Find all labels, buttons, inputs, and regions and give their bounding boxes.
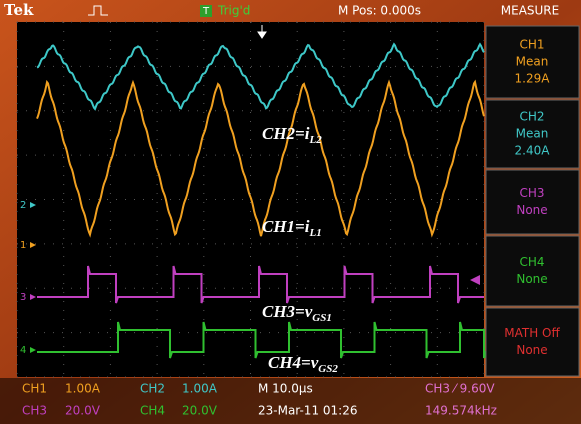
trigger-box-label: T <box>202 6 210 17</box>
footer-text: 1.00A <box>182 382 218 396</box>
measure-label: CH2 <box>519 110 544 124</box>
annotation-sub: L2 <box>308 134 322 146</box>
trigger-status: Trig'd <box>217 4 250 18</box>
footer-text: 20.0V <box>65 404 101 418</box>
footer-text: CH3 <box>22 404 47 418</box>
measure-value: None <box>516 343 547 357</box>
channel-marker: 4 <box>20 345 26 356</box>
annotation-sub: GS1 <box>312 312 332 324</box>
footer-text: 20.0V <box>182 404 218 418</box>
measure-value: None <box>516 203 547 217</box>
measure-value: 1.29A <box>515 72 551 86</box>
measure-box <box>486 308 579 376</box>
page: {"header": {"brand": "Tek", "trigger_box… <box>0 0 581 424</box>
brand: Tek <box>4 1 34 19</box>
footer-text: CH4 <box>140 404 165 418</box>
measure-panel: CH1 Mean 1.29A CH2 Mean 2.40A CH3 None CH4 None MA… <box>486 26 579 376</box>
measure-box <box>486 236 579 306</box>
measure-label: MATH Off <box>504 326 560 340</box>
annotation-main: CH3=v <box>262 302 313 321</box>
measure-value: None <box>516 272 547 286</box>
footer-text: CH1 <box>22 382 47 396</box>
measure-label: CH4 <box>519 255 544 269</box>
footer-text: 149.574kHz <box>425 404 497 418</box>
annotation-main: CH1=i <box>262 217 310 236</box>
footer-text: 1.00A <box>65 382 101 396</box>
footer-text: CH2 <box>140 382 165 396</box>
footer-text: CH3 ⁄ 9.60V <box>425 382 495 396</box>
measure-box <box>486 170 579 234</box>
measure-label: CH1 <box>519 38 544 52</box>
annotation-main: CH2=i <box>262 124 310 143</box>
annotation-main: CH4=v <box>268 353 319 372</box>
position: M Pos: 0.000s <box>338 4 421 18</box>
channel-marker: 1 <box>20 240 26 251</box>
annotation-sub: L1 <box>308 227 321 239</box>
measure-stat: Mean <box>516 127 549 141</box>
footer-text: M 10.0µs <box>258 382 313 396</box>
channel-marker: 2 <box>20 200 26 211</box>
channel-marker: 3 <box>20 292 26 303</box>
measure-stat: Mean <box>516 55 549 69</box>
footer-text: 23-Mar-11 01:26 <box>258 404 357 418</box>
measure-value: 2.40A <box>515 144 551 158</box>
annotation-sub: GS2 <box>318 363 338 375</box>
scope-screen: Tek T Trig'd M Pos: 0.000s MEASURE CH1 Me… <box>0 0 581 424</box>
menu-title: MEASURE <box>501 4 559 18</box>
measure-label: CH3 <box>519 186 544 200</box>
